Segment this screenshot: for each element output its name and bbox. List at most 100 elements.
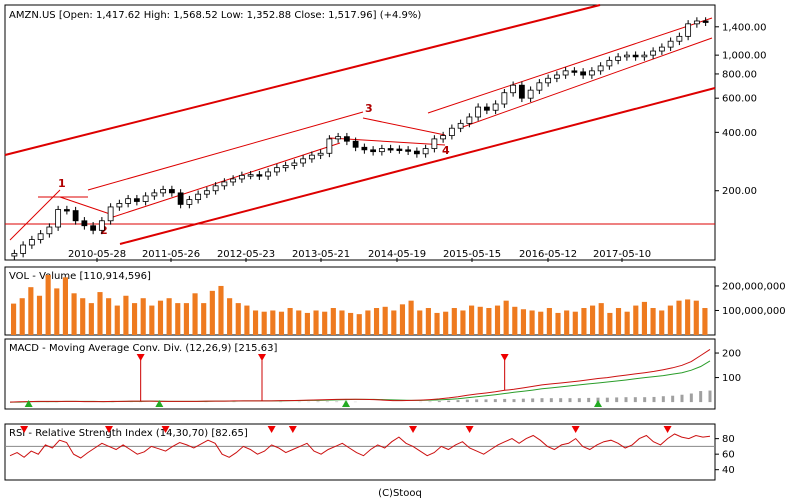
price-candle <box>588 70 595 76</box>
price-candle <box>536 82 543 91</box>
price-candle <box>580 71 587 76</box>
price-candle <box>168 189 175 194</box>
macd-histogram-bar <box>447 400 451 403</box>
macd-histogram-bar <box>708 390 712 403</box>
volume-bar <box>451 308 457 335</box>
volume-bar <box>477 306 483 335</box>
macd-histogram-bar <box>568 398 572 403</box>
volume-bar <box>529 310 535 335</box>
price-candle <box>273 167 280 173</box>
x-tick-label: 2013-05-21 <box>292 249 350 260</box>
price-candles <box>11 17 709 260</box>
volume-bar <box>443 311 449 335</box>
price-candle <box>440 135 447 140</box>
upper-channel-line <box>4 4 601 156</box>
price-candle <box>72 210 79 222</box>
price-candle <box>475 106 482 118</box>
price-panel-title: AMZN.US [Open: 1,417.62 High: 1,568.52 L… <box>9 10 421 21</box>
price-candle <box>20 244 27 254</box>
volume-bar <box>218 285 224 335</box>
price-candle <box>203 190 210 195</box>
volume-bar <box>28 287 34 335</box>
price-candle <box>28 239 35 246</box>
macd-panel-frame <box>4 338 716 410</box>
price-tick-label: 1,000.00 <box>722 51 767 62</box>
price-candle <box>606 59 613 67</box>
time-axis: 2010-05-28 2011-05-26 2012-05-23 2013-05-21… <box>68 249 651 262</box>
price-candle <box>142 195 149 202</box>
price-candle <box>597 65 604 72</box>
macd-histogram-bar <box>437 401 441 403</box>
macd-histogram-bar <box>456 400 460 403</box>
macd-histogram-bar <box>521 398 525 403</box>
price-candle <box>212 185 219 192</box>
price-candle <box>247 174 254 177</box>
early-triangle-c <box>9 189 61 241</box>
inner-channel-lower <box>109 142 341 219</box>
macd-histogram-bar <box>493 399 497 403</box>
volume-axis: 200,000,000 100,000,000 <box>715 281 786 317</box>
price-axis: 1,400.00 1,000.00 800.00 600.00 400.00 200.00 <box>715 22 767 197</box>
price-candle <box>405 149 412 152</box>
macd-histogram-bar <box>615 397 619 403</box>
volume-bar <box>131 303 138 335</box>
macd-tick-label: 200 <box>722 349 741 360</box>
price-candle <box>685 23 692 37</box>
volume-bar <box>140 298 146 335</box>
price-candle <box>693 20 700 25</box>
price-candle <box>282 165 289 169</box>
price-candle <box>370 149 377 153</box>
macd-lines <box>9 348 712 407</box>
price-candle <box>431 138 438 149</box>
price-candle <box>238 174 245 180</box>
x-tick-label: 2012-05-23 <box>217 249 275 260</box>
volume-bar <box>373 308 380 335</box>
price-candle <box>457 122 464 129</box>
price-candle <box>46 226 53 235</box>
macd-buy-marker <box>155 400 164 407</box>
volume-bar <box>11 303 17 335</box>
volume-bar <box>391 310 397 335</box>
rsi-panel-frame <box>4 423 716 481</box>
volume-bar <box>209 290 215 335</box>
rsi-sell-marker <box>663 426 672 433</box>
volume-bar <box>71 293 77 335</box>
macd-histogram-bar <box>531 398 535 403</box>
volume-tick-label: 100,000,000 <box>722 306 786 317</box>
price-candle <box>667 40 674 48</box>
price-candle <box>151 192 158 197</box>
rsi-sell-marker <box>161 426 170 433</box>
price-tick-label: 400.00 <box>722 128 757 139</box>
x-tick-label: 2015-05-15 <box>443 249 501 260</box>
price-tick-label: 200.00 <box>722 186 757 197</box>
macd-sell-marker <box>500 354 509 361</box>
macd-histogram-bar <box>689 393 693 403</box>
annotation-label: 4 <box>442 144 450 157</box>
volume-bar <box>252 310 259 335</box>
macd-buy-marker <box>342 400 350 407</box>
volume-bar <box>166 298 172 335</box>
macd-histogram-bar <box>652 396 656 403</box>
volume-bar <box>149 305 155 335</box>
price-candle <box>641 54 648 58</box>
volume-bar <box>348 312 354 335</box>
annotation-label: 3 <box>365 102 373 115</box>
volume-bar <box>676 300 682 335</box>
rsi-sell-marker <box>288 426 297 433</box>
price-candle <box>81 220 88 227</box>
rsi-sell-marker <box>267 426 276 433</box>
volume-bar <box>313 310 319 335</box>
price-panel-frame <box>4 4 716 261</box>
rsi-sell-marker <box>20 426 29 433</box>
volume-bar <box>667 305 673 335</box>
macd-histogram-bar <box>549 398 553 403</box>
macd-histogram-bar <box>680 394 684 403</box>
volume-bar <box>54 288 60 335</box>
volume-bar <box>183 303 189 335</box>
price-candle <box>658 46 665 52</box>
volume-bar <box>114 305 120 335</box>
price-candle <box>326 138 333 154</box>
price-candle <box>545 77 552 84</box>
price-candle <box>256 174 263 177</box>
volume-bar <box>201 303 207 335</box>
